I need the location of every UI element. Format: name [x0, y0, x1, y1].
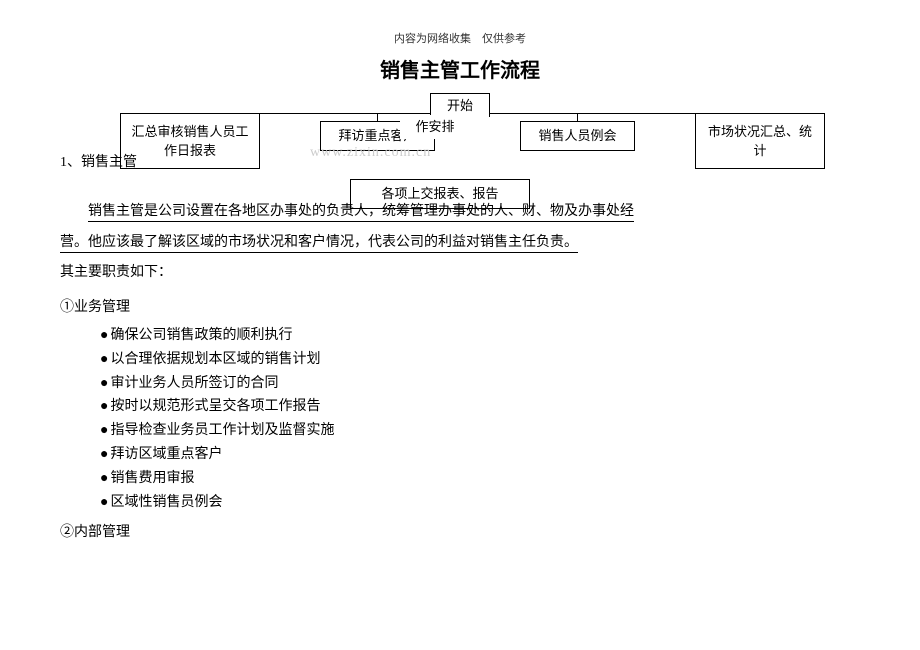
list-item: 以合理依据规划本区域的销售计划 — [100, 348, 860, 372]
list-item: 按时以规范形式呈交各项工作报告 — [100, 395, 860, 419]
list-item: 拜访区域重点客户 — [100, 443, 860, 467]
paragraph-1: 销售主管是公司设置在各地区办事处的负责人，统筹管理办事处的人、财、物及办事处经 — [60, 197, 860, 228]
page-title: 销售主管工作流程 — [60, 54, 860, 83]
flow-arrange: 作安排 — [400, 115, 470, 139]
category-1-heading: ①业务管理 — [60, 293, 860, 324]
category-2-heading: ②内部管理 — [60, 518, 860, 549]
category-1-list: 确保公司销售政策的顺利执行 以合理依据规划本区域的销售计划 审计业务人员所签订的… — [100, 324, 860, 514]
section-number: 1、销售主管 — [60, 155, 137, 170]
list-item: 销售费用审报 — [100, 467, 860, 491]
flow-start: 开始 — [430, 93, 490, 117]
list-item: 审计业务人员所签订的合同 — [100, 372, 860, 396]
list-item: 区域性销售员例会 — [100, 491, 860, 515]
flow-box-3: 销售人员例会 — [520, 121, 635, 151]
list-item: 确保公司销售政策的顺利执行 — [100, 324, 860, 348]
responsibilities-heading: 其主要职责如下： — [60, 258, 860, 289]
header-note: 内容为网络收集 仅供参考 — [60, 30, 860, 46]
list-item: 指导检查业务员工作计划及监督实施 — [100, 419, 860, 443]
paragraph-2: 营。他应该最了解该区域的市场状况和客户情况，代表公司的利益对销售主任负责。 — [60, 228, 860, 259]
